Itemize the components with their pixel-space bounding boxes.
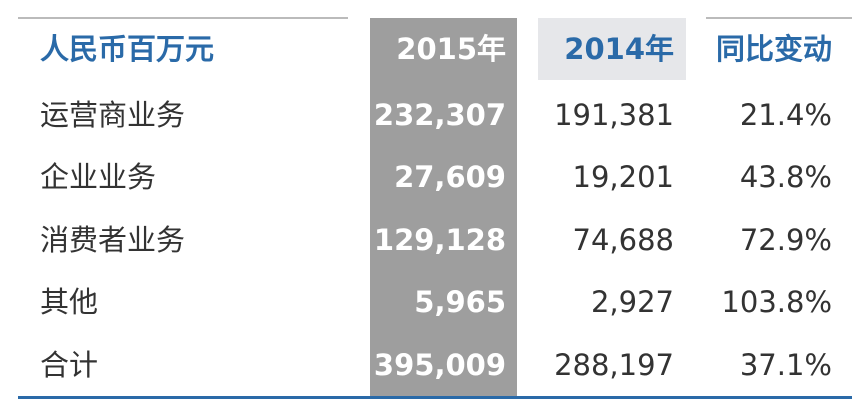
cell-value: 191,381 <box>554 98 674 132</box>
cell-value: 27,609 <box>394 160 506 195</box>
row-label: 运营商业务 <box>40 98 186 132</box>
cell-value: 37.1% <box>739 347 832 382</box>
row-label: 其他 <box>40 285 99 320</box>
row-label: 合计 <box>40 347 99 382</box>
cell-value: 288,197 <box>554 347 674 382</box>
cell-value: 74,688 <box>572 222 674 257</box>
row-label: 消费者业务 <box>40 222 186 257</box>
header-cell: 2014年 <box>564 32 674 66</box>
header-cell: 同比变动 <box>715 32 832 66</box>
highlight-column <box>370 18 517 398</box>
top-rule <box>18 17 348 19</box>
cell-value: 232,307 <box>373 98 506 132</box>
cell-value: 395,009 <box>373 347 506 382</box>
cell-value: 129,128 <box>373 222 506 257</box>
cell-value: 2,927 <box>590 285 674 320</box>
header-cell: 人民币百万元 <box>40 32 215 66</box>
cell-value: 43.8% <box>739 160 832 195</box>
bottom-rule <box>18 396 852 399</box>
cell-value: 103.8% <box>721 285 832 320</box>
cell-value: 5,965 <box>414 285 506 320</box>
header-cell: 2015年 <box>396 32 506 66</box>
top-rule <box>706 17 852 19</box>
cell-value: 72.9% <box>739 222 832 257</box>
header-shade <box>538 18 686 80</box>
row-label: 企业业务 <box>40 160 157 195</box>
cell-value: 21.4% <box>739 98 832 132</box>
cell-value: 19,201 <box>572 160 674 195</box>
